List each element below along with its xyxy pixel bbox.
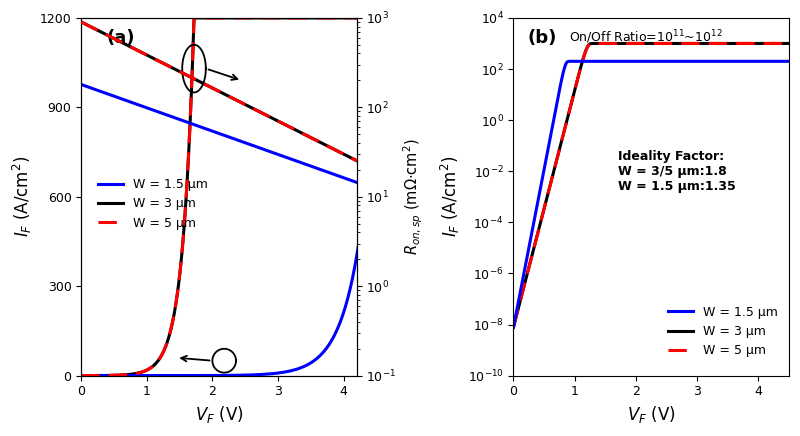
Text: Ideality Factor:
W = 3/5 µm:1.8
W = 1.5 µm:1.35: Ideality Factor: W = 3/5 µm:1.8 W = 1.5 …	[618, 150, 736, 193]
Text: (a): (a)	[106, 29, 134, 47]
W = 5 µm	[784, 41, 794, 46]
W = 5 µm	[776, 41, 786, 46]
Text: (b): (b)	[527, 29, 557, 47]
W = 1.5 µm	[776, 59, 786, 64]
W = 1.5 µm	[776, 59, 786, 64]
W = 5 µm	[726, 41, 735, 46]
W = 3 µm	[635, 41, 645, 46]
W = 1.5 µm	[726, 59, 735, 64]
W = 3 µm	[776, 41, 786, 46]
Line: W = 5 µm: W = 5 µm	[514, 44, 789, 327]
X-axis label: $V_F$ (V): $V_F$ (V)	[194, 404, 243, 425]
W = 5 µm	[522, 270, 532, 275]
W = 3 µm	[784, 41, 794, 46]
W = 5 µm	[509, 324, 518, 330]
Y-axis label: $R_{on,sp}$ (m$\Omega$$\cdot$cm$^2$): $R_{on,sp}$ (m$\Omega$$\cdot$cm$^2$)	[402, 138, 426, 255]
W = 1.5 µm	[784, 59, 794, 64]
W = 5 µm	[592, 41, 602, 46]
X-axis label: $V_F$ (V): $V_F$ (V)	[626, 404, 675, 425]
Line: W = 3 µm: W = 3 µm	[514, 44, 789, 327]
W = 3 µm	[726, 41, 735, 46]
W = 5 µm	[635, 41, 645, 46]
W = 1.5 µm	[635, 59, 645, 64]
W = 1.5 µm	[509, 324, 518, 330]
Line: W = 1.5 µm: W = 1.5 µm	[514, 61, 789, 327]
W = 3 µm	[522, 270, 532, 275]
W = 1.5 µm	[642, 59, 652, 64]
W = 1.5 µm	[568, 59, 578, 64]
W = 1.5 µm	[522, 252, 532, 257]
W = 3 µm	[592, 41, 602, 46]
Legend: W = 1.5 µm, W = 3 µm, W = 5 µm: W = 1.5 µm, W = 3 µm, W = 5 µm	[662, 301, 782, 362]
Y-axis label: $I_F$ (A/cm$^2$): $I_F$ (A/cm$^2$)	[11, 156, 34, 238]
W = 5 µm	[776, 41, 786, 46]
Legend: W = 1.5 µm, W = 3 µm, W = 5 µm: W = 1.5 µm, W = 3 µm, W = 5 µm	[93, 173, 213, 235]
W = 5 µm	[642, 41, 652, 46]
Y-axis label: $I_F$ (A/cm$^2$): $I_F$ (A/cm$^2$)	[439, 156, 462, 238]
Text: On/Off Ratio=10$^{11}$~10$^{12}$: On/Off Ratio=10$^{11}$~10$^{12}$	[569, 29, 722, 46]
W = 3 µm	[776, 41, 786, 46]
W = 3 µm	[509, 324, 518, 330]
W = 3 µm	[642, 41, 652, 46]
